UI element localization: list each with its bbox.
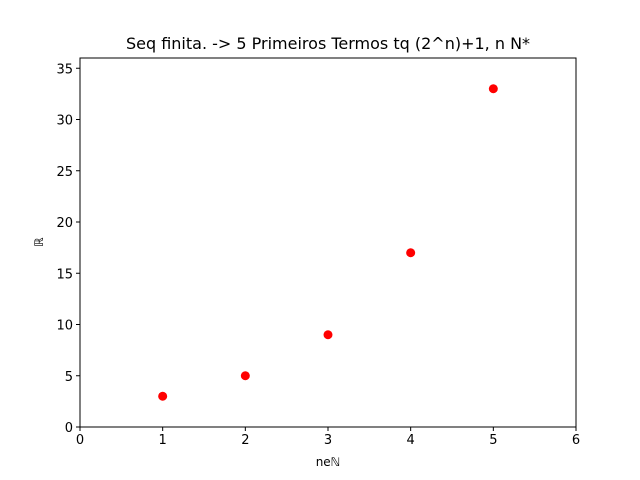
y-tick-label: 10 <box>56 319 73 334</box>
x-tick-label: 6 <box>572 433 580 448</box>
y-tick-label: 25 <box>56 165 73 180</box>
x-axis-label: neℕ <box>316 455 341 469</box>
y-tick-label: 15 <box>56 267 73 282</box>
data-point <box>488 84 498 94</box>
x-tick-label: 5 <box>489 433 497 448</box>
x-tick-label: 3 <box>324 433 332 448</box>
x-tick-label: 4 <box>407 433 415 448</box>
y-tick-label: 35 <box>56 62 73 77</box>
y-tick-label: 0 <box>65 421 73 436</box>
data-point <box>240 371 250 381</box>
y-axis-label: ℝ <box>32 237 46 247</box>
data-point <box>323 330 333 340</box>
x-tick-label: 0 <box>76 433 84 448</box>
chart-title: Seq finita. -> 5 Primeiros Termos tq (2^… <box>126 34 530 53</box>
data-point <box>158 391 168 401</box>
y-tick-label: 20 <box>56 216 73 231</box>
y-tick-label: 30 <box>56 114 73 129</box>
plot-area: 0 1 2 3 4 5 6 0 5 10 15 20 25 30 35 <box>56 57 580 448</box>
x-tick-label: 2 <box>241 433 249 448</box>
data-point <box>406 248 416 258</box>
y-tick-label: 5 <box>65 370 73 385</box>
plot-frame <box>79 57 577 428</box>
x-tick-label: 1 <box>159 433 167 448</box>
